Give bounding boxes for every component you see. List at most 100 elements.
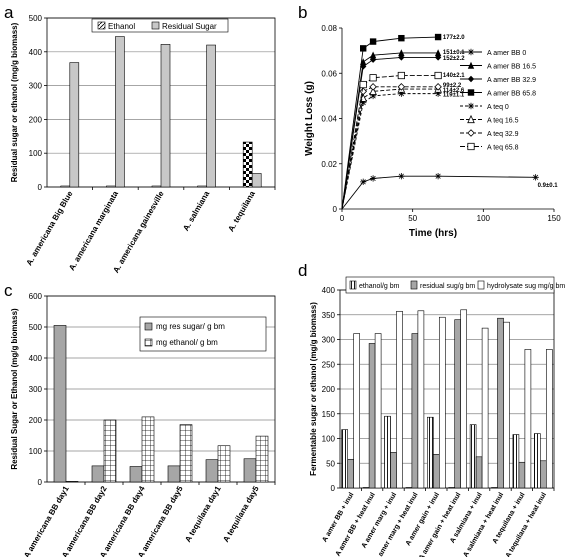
y-tick-label: 0 [38,478,43,487]
panel-label-b: b [298,3,307,22]
legend-swatch-res-sugar [144,322,153,331]
point-marker [434,49,442,57]
legend-label: A amer BB 16.5 [487,64,536,71]
y-tick-label: 50 [326,459,335,468]
x-tick-label: A amer BB + heat inul [335,491,377,557]
y-tick-label: 400 [29,48,43,57]
bar [197,185,207,188]
y-tick-label: 500 [29,323,43,332]
point-marker [369,86,377,95]
point-marker [467,142,475,151]
point-marker [434,172,442,180]
series-line [341,75,439,210]
point-marker [467,89,475,96]
bar [179,424,193,483]
point-marker [467,102,475,110]
point-marker [398,54,405,61]
legend-label: A teq 16.5 [487,118,519,125]
legend-label: ethanol/g bm [359,283,400,290]
bar [115,36,125,188]
bar [469,424,477,489]
point-marker [398,172,405,180]
bar [347,458,355,489]
point-marker [359,87,367,96]
point-marker [532,174,539,181]
data-annotation: 140±2.1 [443,73,465,79]
bar [160,44,171,188]
panel-label-a: a [4,3,14,22]
y-tick-label: 400 [29,354,43,363]
bar [460,309,468,489]
bar [91,465,105,483]
legend-label: A amer BB 65.8 [487,91,536,98]
bar [384,415,391,489]
x-tick-label: A salmiana + heat inul [462,491,505,557]
bar [512,434,520,489]
bar [129,466,143,483]
x-tick-label: A americana BB day4 [98,484,147,557]
series-line [341,175,536,210]
x-tick-label: A tequilana + heat inul [505,491,548,557]
x-tick-label: A amer gain + heat inul [418,491,462,557]
bar [353,333,361,489]
point-marker [369,175,377,182]
data-annotation: 152±2.2 [443,56,465,62]
y-tick-label: 100 [322,435,336,444]
panel-b-chart: 0 0.02 0.04 0.06 0.08 0 50 100 150 Time (hrs) Weig… [304,24,561,239]
bar [205,459,219,483]
y-axis-label: Weight Loss (g) [304,81,315,156]
point-marker [467,129,475,137]
y-tick-label: 0.08 [321,24,337,33]
y-tick-label: 200 [29,416,43,425]
x-tick-label: A. salmiana [181,189,211,232]
legend-label-ethanol: mg ethanol/ g bm [156,338,218,347]
bar [255,435,269,483]
bar [243,458,257,483]
legend-label: A teq 32.9 [487,131,519,138]
bar [524,349,532,489]
series-line [341,86,439,210]
point-marker [369,38,377,45]
bar [448,487,456,489]
bar [475,456,483,489]
x-axis-label: Time (hrs) [409,228,457,239]
bar [426,416,434,489]
point-marker [434,54,442,61]
data-annotation: 151±0.1 [443,50,465,56]
y-axis-label: Residual sugar or ethanol (mg/g biomass) [10,22,19,182]
y-tick-label: 400 [322,286,336,295]
y-tick-label: 300 [29,82,43,91]
bar [497,317,504,489]
point-marker [434,90,442,97]
bar [341,429,349,489]
legend-label-res-sugar: mg res sugar/ g bm [156,322,225,331]
x-tick-label: 0 [340,214,345,223]
x-tick-label: 150 [547,214,561,223]
bar [503,321,510,489]
legend-swatch [477,280,485,290]
legend-swatch-residual-sugar [151,21,160,30]
data-annotation: 177±2.0 [443,35,465,41]
y-tick-label: 0 [333,205,338,214]
bar [251,173,262,188]
data-annotation: 0.9±0.1 [538,183,559,189]
point-marker [434,33,442,41]
legend-swatch-ethanol [97,21,106,30]
x-tick-label: A. americana gainesville [111,189,166,274]
legend-label: A teq 0 [487,104,509,111]
bar [405,487,413,489]
bar [481,327,489,489]
bar [491,487,498,489]
point-marker [397,71,405,80]
point-marker [467,61,475,69]
y-tick-label: 150 [322,410,336,419]
data-annotation: 119±1.1 [443,93,465,99]
y-tick-label: 0 [38,183,43,192]
bar [368,343,376,489]
bar [390,452,397,489]
legend-label-residual-sugar: Residual Sugar [162,22,217,31]
legend-label: A teq 65.8 [487,145,519,152]
y-tick-label: 0 [331,484,336,493]
bar [60,185,71,188]
